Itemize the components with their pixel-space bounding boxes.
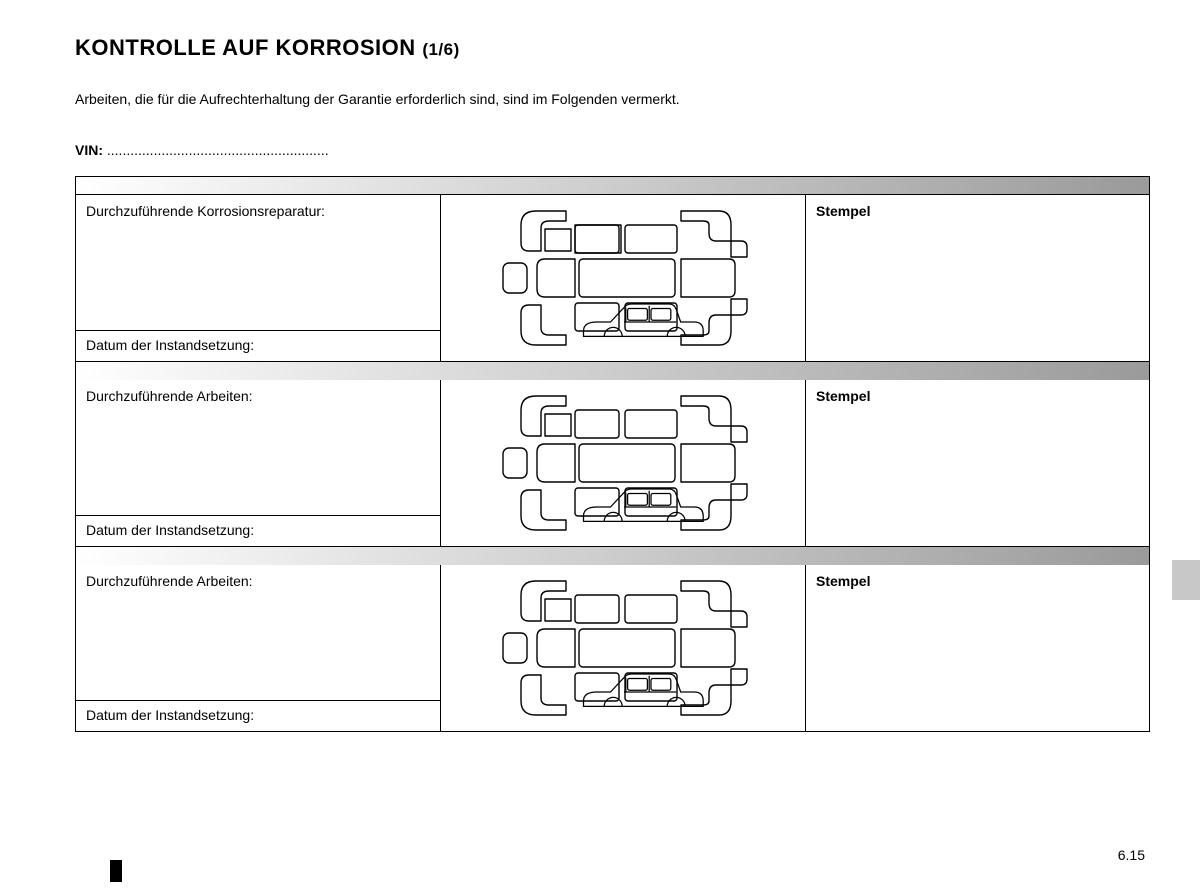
stamp-label: Stempel [806,380,1149,546]
title-pagenum: (1/6) [422,40,459,59]
col-left: Durchzuführende Arbeiten: Datum der Inst… [76,565,441,731]
col-left: Durchzuführende Korrosionsreparatur: Dat… [76,195,441,361]
work-label: Durchzuführende Arbeiten: [76,565,440,701]
table-row: Durchzuführende Arbeiten: Datum der Inst… [76,380,1149,546]
intro-text: Arbeiten, die für die Aufrechterhaltung … [75,91,1165,107]
stamp-label: Stempel [806,195,1149,361]
sections-container: Durchzuführende Korrosionsreparatur: Dat… [75,176,1150,732]
table-row: Durchzuführende Arbeiten: Datum der Inst… [76,565,1149,731]
date-label: Datum der Instandsetzung: [76,701,440,731]
section-3: Durchzuführende Arbeiten: Datum der Inst… [75,565,1150,732]
title-main: KONTROLLE AUF KORROSION [75,35,416,60]
col-left: Durchzuführende Arbeiten: Datum der Inst… [76,380,441,546]
side-tab [1172,560,1200,600]
vin-row: VIN: ...................................… [75,142,1165,158]
vin-label: VIN: [75,142,103,158]
date-label: Datum der Instandsetzung: [76,331,440,361]
page-number: 6.15 [1118,847,1145,863]
date-label: Datum der Instandsetzung: [76,516,440,546]
table-row: Durchzuführende Korrosionsreparatur: Dat… [76,195,1149,361]
car-diagram-cell [441,380,806,546]
footer-mark-icon [110,860,122,882]
car-diagram-icon [471,203,776,353]
vin-dots: ........................................… [103,142,329,158]
gradient-divider [75,362,1150,380]
car-diagram-cell [441,565,806,731]
page-title: KONTROLLE AUF KORROSION (1/6) [75,35,1165,61]
car-diagram-icon [471,388,776,538]
work-label: Durchzuführende Arbeiten: [76,380,440,516]
car-diagram-icon [471,573,776,723]
section-2: Durchzuführende Arbeiten: Datum der Inst… [75,380,1150,547]
car-diagram-cell [441,195,806,361]
section-1: Durchzuführende Korrosionsreparatur: Dat… [75,176,1150,362]
work-label: Durchzuführende Korrosionsreparatur: [76,195,440,331]
gradient-divider [75,547,1150,565]
stamp-label: Stempel [806,565,1149,731]
gradient-bar [76,177,1149,195]
